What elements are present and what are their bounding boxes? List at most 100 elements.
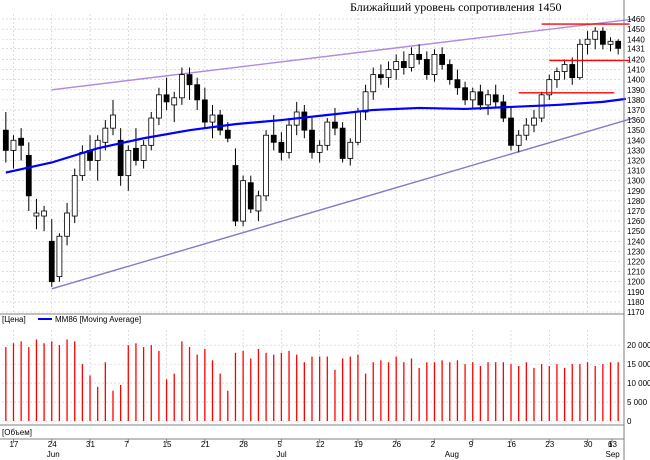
candle [554, 67, 560, 88]
candle-body [178, 74, 185, 99]
candle-body [332, 121, 338, 129]
date-tick-label: 19 [354, 440, 363, 449]
candle-body [362, 91, 369, 113]
candle [607, 37, 614, 52]
candle [278, 132, 285, 161]
volume-tick-label: 5 000 [627, 398, 648, 407]
candle [431, 49, 438, 82]
candle [584, 31, 591, 55]
candle-body [423, 59, 430, 76]
date-axis: 17 24 31 7 15 21 28 5 12 19 26 2 9 16 23 30 613 Jun Jul Aug… [9, 439, 620, 459]
candle-body [56, 235, 63, 278]
candle-body [439, 54, 446, 65]
candle-body [217, 114, 224, 131]
candle-body [599, 30, 606, 45]
candle [454, 69, 461, 95]
candle-body [416, 54, 423, 60]
candle [492, 84, 499, 108]
candle [362, 84, 369, 121]
candle-body [286, 124, 292, 153]
candle-body [561, 64, 568, 72]
candle [339, 122, 346, 163]
candle-body [508, 117, 514, 146]
price-tick-label: 1180 [627, 298, 645, 307]
volume-bars [5, 339, 619, 421]
candle-body [462, 87, 468, 101]
candle-body [133, 147, 139, 161]
candle [209, 104, 216, 139]
candle [324, 118, 331, 151]
date-tick-label: 21 [201, 440, 210, 449]
candle [500, 94, 507, 123]
price-tick-label: 1230 [627, 247, 645, 256]
candle [41, 205, 47, 232]
candle [247, 175, 254, 214]
date-tick-label: 16 [507, 440, 516, 449]
candle [25, 142, 32, 211]
candle-body [201, 99, 208, 123]
candle [156, 87, 162, 126]
candle [370, 67, 377, 100]
candle [385, 61, 392, 88]
price-tick-label: 1270 [627, 207, 645, 216]
candle-body [531, 117, 537, 126]
price-tick-label: 1280 [627, 197, 645, 206]
date-tick-label: 28 [239, 440, 248, 449]
candle-body [125, 149, 132, 177]
candle-body [194, 84, 201, 101]
date-tick-label: 13 [608, 440, 617, 449]
candle-body [316, 144, 323, 153]
candle [538, 91, 545, 123]
price-tick-label: 1250 [627, 227, 645, 236]
date-tick-label: 15 [163, 440, 172, 449]
candle-body [469, 91, 476, 101]
date-tick-label: 26 [392, 440, 401, 449]
candle [79, 145, 86, 181]
candles [2, 27, 622, 287]
candle-body [485, 94, 491, 106]
price-tick-label: 1300 [627, 177, 645, 186]
price-tick-label: 1220 [627, 257, 645, 266]
candle-body [500, 101, 507, 119]
candle [94, 135, 101, 181]
price-tick-label: 1320 [627, 156, 645, 165]
candle [439, 47, 446, 70]
candle [133, 128, 139, 166]
candle-body [48, 240, 55, 283]
date-tick-label: 31 [86, 440, 95, 449]
candle [355, 107, 361, 146]
trend-lines [51, 18, 634, 290]
candle [515, 130, 522, 153]
candle-body [339, 127, 346, 159]
price-tick-label: 1310 [627, 167, 645, 176]
candle-body [247, 182, 254, 210]
date-tick-label: 12 [316, 440, 325, 449]
candle-body [347, 141, 354, 159]
price-tick-label: 1260 [627, 217, 645, 226]
price-legend-label: [Цена] [2, 315, 26, 324]
candle-body [492, 94, 499, 103]
candle-body [523, 124, 530, 136]
candle [10, 135, 17, 169]
price-tick-label: 1420 [627, 55, 645, 64]
candle [2, 111, 9, 163]
price-tick-label: 1190 [627, 288, 645, 297]
price-tick-label: 1460 [627, 15, 645, 24]
date-tick-label: 30 [584, 440, 593, 449]
moving-average [5, 97, 626, 174]
candle-body [140, 144, 147, 161]
price-tick-label: 1360 [627, 116, 645, 125]
date-tick-label: 24 [48, 440, 57, 449]
candle [71, 168, 78, 224]
candle [286, 118, 292, 159]
candle [48, 219, 55, 287]
trend-line [51, 117, 634, 290]
resistance-lines [518, 23, 630, 94]
date-tick-label: 6 [608, 440, 613, 449]
candle-body [224, 129, 231, 139]
candle [561, 59, 568, 80]
price-tick-label: 1370 [627, 106, 645, 115]
candle-body [584, 38, 591, 45]
candle-body [33, 212, 40, 217]
